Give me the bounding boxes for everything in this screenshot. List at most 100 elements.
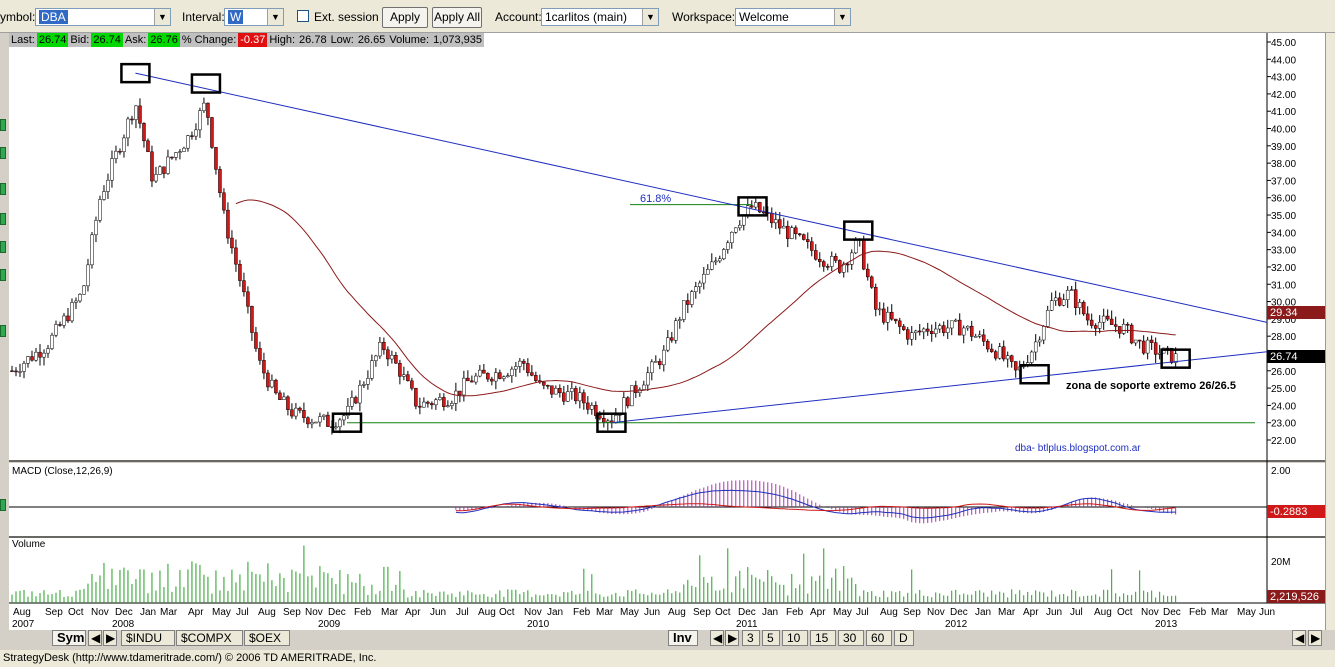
resistance-trendline[interactable]	[135, 72, 1268, 323]
indicator-marker[interactable]	[0, 499, 6, 511]
candle-up	[921, 328, 926, 333]
x-month-label: Jan	[762, 607, 778, 618]
candle-down	[658, 361, 662, 366]
interval-combo[interactable]: W ▼	[224, 8, 284, 26]
tab-interval-3[interactable]: 3	[742, 630, 760, 646]
pivot-box	[596, 412, 627, 433]
y-tick-label: 22.00	[1271, 436, 1296, 447]
candle-down	[558, 387, 562, 394]
candle-up	[450, 403, 454, 406]
candle-up	[953, 319, 958, 322]
candle-down	[1129, 324, 1134, 344]
tab-interval-10[interactable]: 10	[782, 630, 808, 646]
apply-button[interactable]: Apply	[382, 7, 428, 28]
candle-up	[678, 319, 682, 322]
chevron-down-icon[interactable]: ▼	[267, 9, 283, 25]
ext-session-checkbox[interactable]	[297, 10, 309, 22]
candle-down	[14, 370, 18, 373]
price-axis	[1267, 33, 1325, 460]
candle-up	[933, 328, 938, 335]
candle-down	[686, 300, 690, 305]
candle-down	[929, 331, 934, 335]
account-combo[interactable]: 1carlitos (main) ▼	[541, 8, 659, 26]
ma-price-label: 29.34	[1270, 307, 1298, 319]
indicator-marker[interactable]	[0, 213, 6, 225]
candle-up	[90, 234, 94, 266]
tab-interval-15[interactable]: 15	[810, 630, 836, 646]
volume-label: Volume:	[387, 33, 432, 47]
workspace-combo[interactable]: Welcome ▼	[735, 8, 851, 26]
candle-down	[526, 363, 530, 373]
scroll-left-icon[interactable]: ◀	[88, 630, 102, 646]
scroll-left-icon[interactable]: ◀	[710, 630, 724, 646]
chevron-down-icon[interactable]: ▼	[834, 9, 850, 25]
y-tick-label: 28.00	[1271, 332, 1296, 343]
y-tick-label: 34.00	[1271, 228, 1296, 239]
candle-down	[1089, 319, 1094, 326]
indicator-marker[interactable]	[0, 325, 6, 337]
tab-oex[interactable]: $OEX	[244, 630, 290, 646]
x-month-label: Nov	[927, 607, 945, 618]
account-label: Account:	[495, 10, 542, 24]
candle-up	[194, 129, 198, 137]
indicator-marker[interactable]	[0, 147, 6, 159]
candle-up	[186, 135, 190, 149]
candle-up	[790, 227, 794, 239]
candle-down	[210, 117, 214, 148]
candle-up	[1037, 339, 1042, 343]
y-tick-label: 36.00	[1271, 194, 1296, 205]
candle-down	[889, 311, 894, 320]
tab-interval-60[interactable]: 60	[866, 630, 892, 646]
scroll-right-icon[interactable]: ▶	[725, 630, 739, 646]
y-tick-label: 41.00	[1271, 107, 1296, 118]
pivot-box	[1019, 363, 1050, 385]
candle-down	[865, 268, 870, 278]
candle-up	[294, 407, 298, 417]
candle-down	[594, 405, 598, 416]
x-month-label: Nov	[305, 607, 323, 618]
candle-down	[1013, 361, 1018, 371]
x-year-label: 2010	[527, 619, 550, 630]
candle-up	[730, 232, 734, 244]
candle-up	[422, 401, 426, 408]
candle-down	[846, 263, 850, 266]
apply-all-button[interactable]: Apply All	[432, 7, 482, 28]
candle-up	[774, 219, 778, 224]
candle-up	[50, 334, 54, 349]
candle-up	[1133, 339, 1138, 344]
candle-down	[802, 234, 806, 240]
price-chart[interactable]: 45.00 44.00 43.00 42.00 41.00 40.00 39.00 38.00…	[0, 33, 1325, 630]
workspace-label: Workspace:	[672, 10, 736, 24]
y-tick-label: 35.00	[1271, 211, 1296, 222]
candle-up	[1097, 321, 1102, 329]
tab-inv[interactable]: Inv	[668, 630, 698, 646]
candle-down	[626, 397, 630, 407]
tab-interval-30[interactable]: 30	[838, 630, 864, 646]
candle-down	[989, 348, 994, 352]
tab-compx[interactable]: $COMPX	[176, 630, 243, 646]
indicator-marker[interactable]	[0, 241, 6, 253]
right-tool-panel[interactable]	[1325, 33, 1335, 633]
x-month-label: Aug	[13, 607, 31, 618]
candle-up	[566, 391, 570, 402]
candle-up	[1045, 310, 1050, 327]
tab-interval-d[interactable]: D	[894, 630, 914, 646]
support-trendline[interactable]	[611, 351, 1268, 424]
candle-down	[786, 225, 790, 239]
x-year-label: 2011	[736, 619, 758, 630]
indicator-marker[interactable]	[0, 183, 6, 195]
candle-down	[414, 388, 418, 407]
chevron-down-icon[interactable]: ▼	[642, 9, 658, 25]
tab-interval-5[interactable]: 5	[762, 630, 780, 646]
tab-sym[interactable]: Sym	[52, 630, 86, 646]
chevron-down-icon[interactable]: ▼	[154, 9, 170, 25]
symbol-combo[interactable]: DBA ▼	[35, 8, 171, 26]
indicator-marker[interactable]	[0, 269, 6, 281]
scroll-right-icon[interactable]: ▶	[103, 630, 117, 646]
tab-indu[interactable]: $INDU	[121, 630, 175, 646]
scroll-left-icon[interactable]: ◀	[1292, 630, 1306, 646]
candle-down	[1109, 318, 1114, 325]
x-month-label: Oct	[68, 607, 84, 618]
scroll-right-icon[interactable]: ▶	[1308, 630, 1322, 646]
indicator-marker[interactable]	[0, 119, 6, 131]
